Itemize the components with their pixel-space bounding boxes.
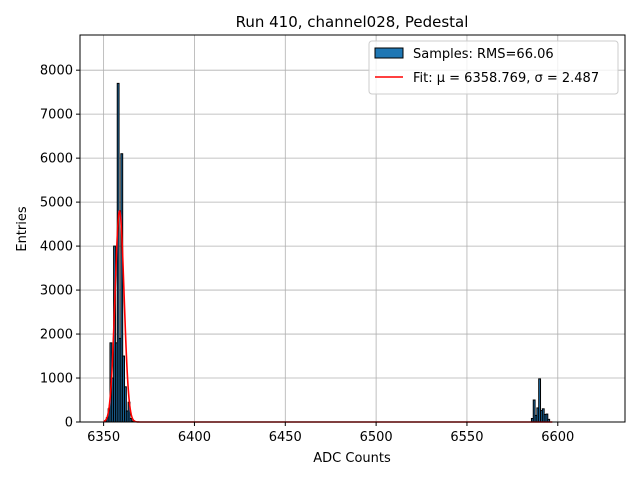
x-tick-label: 6500 — [360, 430, 393, 445]
y-tick-label: 8000 — [40, 64, 73, 79]
y-tick-label: 5000 — [40, 196, 73, 211]
y-tick-label: 3000 — [40, 284, 73, 299]
y-tick-label: 7000 — [40, 108, 73, 123]
legend: Samples: RMS=66.06 Fit: μ = 6358.769, σ … — [368, 40, 619, 95]
x-tick-label: 6550 — [450, 430, 483, 445]
x-axis-ticks: 6350 6400 6450 6500 6550 6600 — [87, 422, 574, 445]
legend-fit-label: Fit: μ = 6358.769, σ = 2.487 — [413, 71, 599, 86]
axes-background — [80, 35, 625, 422]
x-tick-label: 6350 — [87, 430, 120, 445]
chart-title: Run 410, channel028, Pedestal — [236, 13, 469, 31]
legend-samples-swatch — [374, 47, 404, 59]
y-tick-label: 1000 — [40, 372, 73, 387]
x-tick-label: 6400 — [178, 430, 211, 445]
axes-frame — [79, 34, 626, 423]
x-tick-label: 6450 — [269, 430, 302, 445]
y-axis-label: Entries — [15, 206, 30, 252]
y-tick-label: 2000 — [40, 328, 73, 343]
plot-area — [79, 34, 626, 423]
y-tick-label: 4000 — [40, 240, 73, 255]
x-axis-label: ADC Counts — [313, 451, 391, 466]
y-axis-ticks: 0 1000 2000 3000 4000 5000 6000 7000 8000 — [40, 64, 80, 431]
legend-box — [368, 40, 619, 95]
x-tick-label: 6600 — [541, 430, 574, 445]
y-tick-label: 6000 — [40, 152, 73, 167]
legend-samples-label: Samples: RMS=66.06 — [413, 47, 554, 62]
y-tick-label: 0 — [65, 416, 73, 431]
